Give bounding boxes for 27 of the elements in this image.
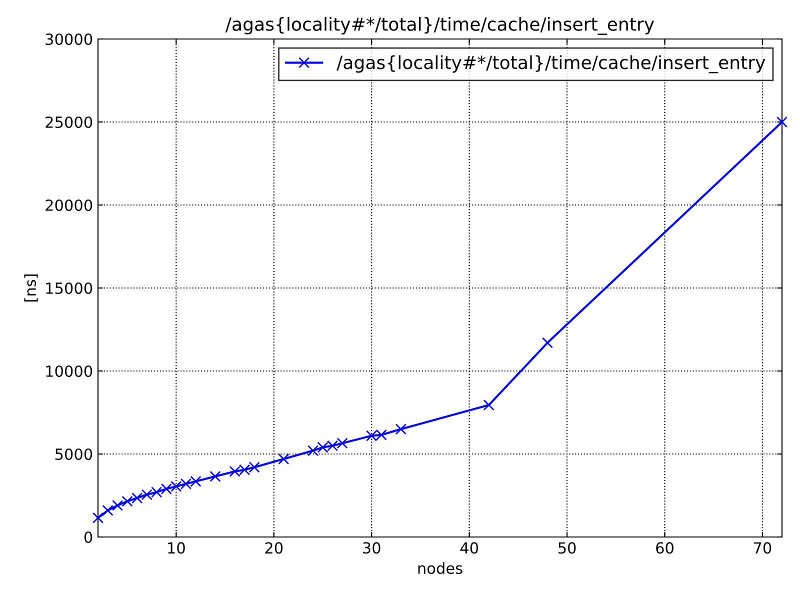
point [542, 337, 554, 348]
point [92, 512, 104, 524]
point [483, 399, 494, 411]
x-axis-title: nodes [418, 562, 462, 574]
x-tick-label: 60 [656, 542, 674, 554]
legend-label: /agas{locality#*/total}/time/cache/insert_entry [336, 55, 766, 74]
y-tick-label: 0 [84, 531, 92, 544]
point [278, 453, 290, 465]
x-tick-label: 70 [754, 542, 772, 554]
point [102, 504, 114, 516]
y-tick-label: 20000 [46, 199, 92, 212]
x-tick-label: 30 [363, 542, 380, 554]
point [395, 424, 406, 435]
x-tick-label: 20 [265, 542, 283, 554]
y-tick-label: 15000 [46, 282, 92, 294]
chart-title: /agas{locality#*/total}/time/cache/insert_entry [225, 16, 654, 35]
y-axis-title: [ns] [24, 274, 38, 302]
x-tick-label: 10 [168, 542, 185, 554]
x-tick-label: 40 [460, 542, 478, 554]
x-tick-label: 50 [558, 542, 576, 554]
y-tick-label: 25000 [46, 116, 92, 128]
y-tick-label: 30000 [46, 33, 92, 46]
point [776, 116, 788, 128]
y-tick-label: 5000 [55, 448, 92, 460]
point [210, 470, 221, 482]
y-tick-label: 10000 [46, 365, 92, 378]
point [112, 500, 124, 512]
